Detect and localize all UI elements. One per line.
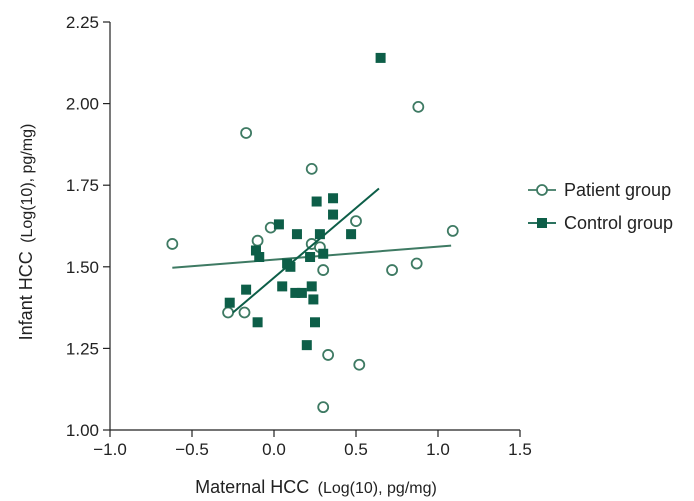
- plot-area: [166, 52, 459, 414]
- data-point-control: [241, 284, 252, 295]
- y-tick-label: 1.75: [66, 176, 99, 195]
- data-point-control: [311, 196, 322, 207]
- legend-item-control: Control group: [528, 213, 673, 233]
- y-axis-title: Infant HCC (Log(10), pg/mg): [16, 124, 36, 341]
- data-point-patient: [353, 358, 366, 371]
- data-point-patient: [305, 162, 318, 175]
- data-point-control: [346, 229, 357, 240]
- data-point-patient: [386, 264, 398, 276]
- data-point-control: [296, 287, 307, 298]
- data-point-control: [306, 281, 317, 292]
- data-point-patient: [350, 215, 362, 228]
- legend-label-patient: Patient group: [564, 180, 671, 200]
- data-point-control: [328, 209, 339, 220]
- legend: Patient group Control group: [528, 180, 673, 233]
- data-point-control: [290, 287, 301, 298]
- x-axis-title: Maternal HCC (Log(10), pg/mg): [195, 477, 437, 497]
- data-point-control: [250, 245, 261, 256]
- y-tick-label: 2.25: [66, 13, 99, 32]
- data-point-control: [308, 294, 319, 305]
- data-point-control: [375, 52, 386, 63]
- y-tick-label: 1.25: [66, 339, 99, 358]
- data-point-patient: [238, 306, 251, 319]
- data-point-control: [254, 252, 265, 263]
- data-point-control: [285, 261, 296, 272]
- y-tick-label: 1.50: [66, 258, 99, 277]
- data-point-control: [301, 340, 312, 351]
- data-point-control: [277, 281, 288, 292]
- data-point-patient: [222, 306, 234, 319]
- data-point-patient: [446, 224, 459, 237]
- data-point-control: [273, 219, 284, 230]
- data-point-control: [314, 229, 325, 240]
- legend-marker-patient: [536, 184, 548, 196]
- data-point-patient: [317, 264, 330, 276]
- data-point-patient: [166, 238, 179, 250]
- data-point-patient: [317, 401, 330, 414]
- x-tick-label: 1.5: [508, 440, 532, 459]
- data-point-patient: [322, 349, 335, 361]
- y-tick-label: 1.00: [66, 421, 99, 440]
- axes: 1.00 1.25 1.50 1.75 2.00 2.25 −1.0 −0.5 0.0 0.5 1.…: [66, 13, 532, 459]
- x-tick-label: 0.0: [262, 440, 286, 459]
- x-tick-label: −1.0: [93, 440, 127, 459]
- data-point-patient: [410, 257, 423, 270]
- data-point-control: [310, 317, 320, 328]
- fit-line-control: [232, 187, 380, 314]
- x-tick-label: 1.0: [426, 440, 450, 459]
- data-point-patient: [240, 127, 253, 139]
- data-point-control: [328, 193, 339, 204]
- data-point-control: [318, 248, 329, 259]
- legend-marker-control: [537, 218, 547, 228]
- x-tick-label: 0.5: [344, 440, 368, 459]
- legend-item-patient: Patient group: [528, 180, 671, 200]
- data-point-control: [252, 317, 263, 328]
- series-control: [224, 52, 386, 351]
- data-point-control: [224, 297, 235, 308]
- x-tick-label: −0.5: [175, 440, 209, 459]
- data-point-patient: [412, 100, 425, 113]
- data-point-patient: [251, 234, 264, 247]
- y-tick-label: 2.00: [66, 95, 99, 114]
- series-patient: [166, 100, 459, 414]
- legend-label-control: Control group: [564, 213, 673, 233]
- data-point-control: [291, 229, 302, 240]
- data-point-control: [305, 252, 316, 263]
